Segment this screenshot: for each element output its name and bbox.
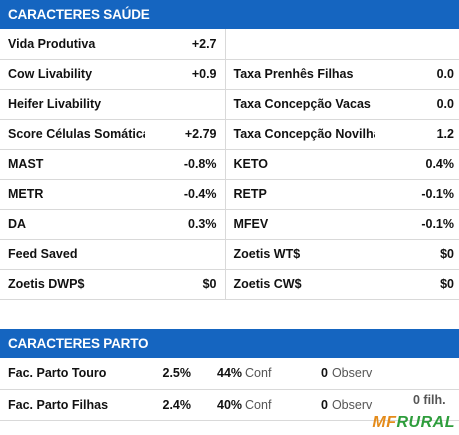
trait-value: -0.1%	[375, 209, 459, 240]
table-row: METR -0.4% RETP -0.1%	[0, 179, 459, 210]
trait-label: Taxa Prenhês Filhas	[224, 59, 375, 90]
confidence-percent: 44%	[217, 366, 243, 381]
confidence-label: Conf	[245, 397, 272, 412]
table-row: DA 0.3% MFEV -0.1%	[0, 209, 459, 240]
trait-label: RETP	[224, 179, 375, 210]
confidence: 40% Conf	[191, 389, 321, 421]
trait-value: $0	[145, 269, 225, 300]
trait-label: Cow Livability	[0, 59, 145, 90]
trait-value: +2.79	[145, 119, 225, 150]
trait-value: 0.0	[375, 89, 459, 120]
trait-value: -0.1%	[375, 179, 459, 210]
section-header-saude: CARACTERES SAÚDE	[0, 0, 459, 29]
trait-value: 1.2	[375, 119, 459, 150]
table-row: Cow Livability +0.9 Taxa Prenhês Filhas 0.0	[0, 59, 459, 90]
trait-label	[224, 29, 375, 60]
trait-value: 0.4%	[375, 149, 459, 180]
trait-label: Zoetis WT$	[224, 239, 375, 270]
trait-value: 0.3%	[145, 209, 225, 240]
trait-label: Zoetis CW$	[224, 269, 375, 300]
section-header-parto: CARACTERES PARTO	[0, 329, 459, 358]
saude-table: Vida Produtiva +2.7 Cow Livability +0.9 Taxa…	[0, 29, 459, 300]
trait-label: Taxa Concepção Novilhas	[224, 119, 375, 150]
trait-value: 2.5%	[145, 358, 191, 390]
daughters-count	[409, 358, 459, 390]
trait-value: +2.7	[145, 29, 225, 60]
table-row: Fac. Parto Touro 2.5% 44% Conf 0 Observ	[0, 358, 459, 390]
trait-label: Score Células Somáticas	[0, 119, 145, 150]
confidence-label: Conf	[245, 366, 272, 381]
observations: 0 Observ	[321, 389, 409, 421]
table-row: Score Células Somáticas +2.79 Taxa Concepç…	[0, 119, 459, 150]
trait-label: KETO	[224, 149, 375, 180]
observations-count: 0	[321, 366, 328, 381]
trait-value: 0.0	[375, 59, 459, 90]
table-row: MAST -0.8% KETO 0.4%	[0, 149, 459, 180]
trait-label: MFEV	[224, 209, 375, 240]
trait-label: METR	[0, 179, 145, 210]
trait-label: Taxa Concepção Vacas	[224, 89, 375, 120]
confidence: 44% Conf	[191, 358, 321, 390]
trait-value: -0.8%	[145, 149, 225, 180]
observations-label: Observ	[331, 397, 373, 412]
table-row: Fac. Parto Filhas 2.4% 40% Conf 0 Observ 0 fil…	[0, 389, 459, 421]
table-row: Zoetis DWP$ $0 Zoetis CW$ $0	[0, 269, 459, 300]
trait-value	[145, 89, 225, 120]
trait-value: 2.4%	[145, 389, 191, 421]
trait-label: DA	[0, 209, 145, 240]
parto-table: Fac. Parto Touro 2.5% 44% Conf 0 Observ Fac. P…	[0, 358, 459, 421]
observations-count: 0	[321, 397, 328, 412]
observations-label: Observ	[331, 366, 373, 381]
confidence-percent: 40%	[217, 397, 243, 412]
trait-label: Heifer Livability	[0, 89, 145, 120]
mfrural-logo: MFRURAL	[372, 414, 455, 431]
trait-value: -0.4%	[145, 179, 225, 210]
trait-value	[145, 239, 225, 270]
trait-value: $0	[375, 269, 459, 300]
table-row: Vida Produtiva +2.7	[0, 29, 459, 60]
trait-value	[375, 29, 459, 60]
trait-label: Feed Saved	[0, 239, 145, 270]
daughters-count: 0 filh.	[409, 389, 459, 421]
trait-label: Vida Produtiva	[0, 29, 145, 60]
trait-label: Fac. Parto Filhas	[0, 389, 145, 421]
observations: 0 Observ	[321, 358, 409, 390]
table-row: Feed Saved Zoetis WT$ $0	[0, 239, 459, 270]
trait-value: $0	[375, 239, 459, 270]
trait-label: MAST	[0, 149, 145, 180]
table-row: Heifer Livability Taxa Concepção Vacas 0.0	[0, 89, 459, 120]
trait-label: Zoetis DWP$	[0, 269, 145, 300]
trait-value: +0.9	[145, 59, 225, 90]
trait-label: Fac. Parto Touro	[0, 358, 145, 390]
